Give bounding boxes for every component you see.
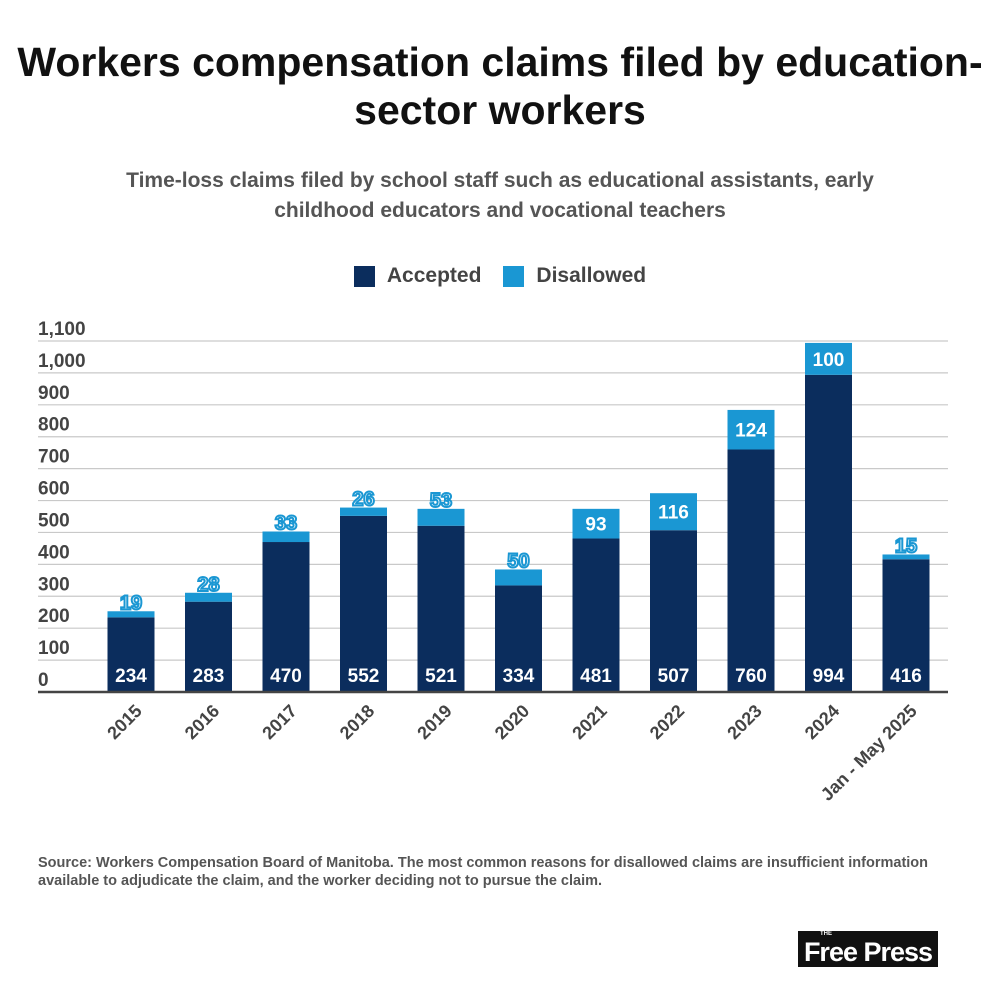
y-tick-label: 100 [38,638,70,659]
data-label-disallowed: 26 [352,489,374,511]
data-label-disallowed: 53 [430,490,452,512]
data-label-disallowed: 93 [585,515,606,536]
y-tick-label: 0 [38,670,49,691]
data-label-accepted: 234 [115,666,147,687]
data-label-accepted: 552 [348,666,380,687]
x-tick-label: 2022 [646,701,688,743]
bar-disallowed [107,611,155,618]
data-label-disallowed: 116 [658,503,689,524]
data-label-accepted: 994 [813,666,845,687]
data-label-disallowed: 19 [120,592,142,614]
x-tick-label: 2018 [336,701,378,743]
data-label-disallowed: 100 [813,350,845,371]
bar-accepted [650,530,697,692]
legend-item-accepted: Accepted [353,264,482,288]
legend-item-disallowed: Disallowed [503,264,646,288]
x-tick-label: 2016 [181,701,223,743]
bar-accepted [262,542,310,692]
logo-small-text: THE [820,931,832,937]
y-tick-label: 300 [38,574,70,595]
y-tick-label: 500 [38,510,70,531]
bar-accepted [805,374,852,692]
bar-accepted [185,601,232,692]
y-tick-label: 1,100 [38,319,86,340]
bar-disallowed [185,592,232,602]
legend-swatch-accepted [353,265,375,287]
bar-accepted [495,585,542,692]
legend-label-disallowed: Disallowed [536,264,647,287]
data-label-disallowed: 33 [275,512,297,534]
legend: Accepted Disallowed [0,264,1000,288]
bar-disallowed [727,409,775,450]
x-tick-label: 2020 [491,701,533,743]
y-tick-label: 800 [38,415,70,436]
x-tick-label: 2023 [723,701,765,743]
bar-accepted [727,449,775,692]
data-label-accepted: 481 [580,666,612,687]
data-label-accepted: 416 [890,666,922,687]
legend-label-accepted: Accepted [386,264,482,287]
bar-accepted [417,525,465,692]
chart-title: Workers compensation claims filed by edu… [17,39,983,133]
bar-disallowed [495,569,542,586]
x-tick-label: 2024 [801,701,843,743]
data-label-accepted: 334 [503,666,535,687]
free-press-logo: THE Free Press [798,931,938,967]
bar-disallowed [262,531,310,543]
bar-accepted [882,559,930,692]
bar-disallowed [340,507,387,516]
chart-subtitle: Time-loss claims filed by school staff s… [126,169,874,222]
data-label-disallowed: 50 [507,550,529,572]
bar-accepted [107,617,155,692]
x-tick-label: 2015 [103,701,145,743]
y-tick-label: 1,000 [38,351,86,372]
data-label-disallowed: 28 [197,574,219,596]
data-label-disallowed: 124 [735,421,767,442]
data-label-accepted: 283 [193,666,225,687]
y-tick-label: 200 [38,606,70,627]
y-tick-label: 600 [38,479,70,500]
y-tick-label: 700 [38,447,70,468]
bar-accepted [340,515,387,692]
x-tick-label: 2019 [413,701,455,743]
data-label-accepted: 760 [735,666,767,687]
y-tick-label: 900 [38,383,70,404]
data-label-accepted: 507 [658,666,690,687]
data-label-disallowed: 15 [895,535,917,557]
x-tick-label: 2021 [568,701,610,743]
data-label-accepted: 521 [425,666,457,687]
bar-disallowed [572,508,620,539]
x-tick-label: 2017 [258,701,300,743]
bar-disallowed [805,342,852,375]
data-label-accepted: 470 [270,666,302,687]
bar-disallowed [882,554,930,560]
y-tick-label: 400 [38,542,70,563]
logo-text: Free Press [803,937,933,967]
bar-disallowed [650,493,697,531]
bar-disallowed [417,508,465,526]
bar-accepted [572,538,620,692]
legend-swatch-disallowed [503,265,525,287]
source-note: Source: Workers Compensation Board of Ma… [38,855,929,889]
